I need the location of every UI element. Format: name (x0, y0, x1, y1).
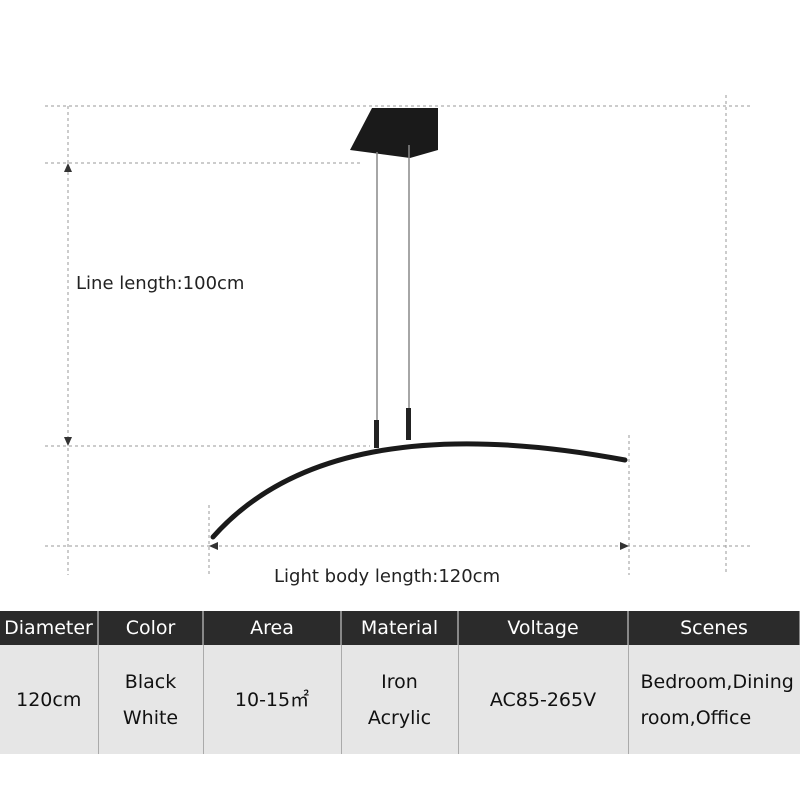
spec-table: Diameter Color Area Material Voltage Sce… (0, 611, 800, 754)
wire-clamp-left (374, 420, 379, 448)
ceiling-canopy (350, 108, 438, 158)
value-color: Black White (98, 645, 204, 754)
value-area: 10-15㎡ (203, 645, 342, 754)
header-scenes: Scenes (628, 611, 800, 645)
header-color: Color (98, 611, 204, 645)
line-length-label: Line length:100cm (76, 273, 245, 294)
arrow-up-icon (64, 163, 72, 172)
spec-value-row: 120cm Black White 10-15㎡ Iron Acrylic AC… (0, 645, 800, 754)
header-material: Material (341, 611, 459, 645)
value-material: Iron Acrylic (341, 645, 459, 754)
header-diameter: Diameter (0, 611, 99, 645)
body-length-label: Light body length:120cm (274, 566, 501, 587)
spec-header-row: Diameter Color Area Material Voltage Sce… (0, 611, 800, 645)
arrow-down-icon (64, 437, 72, 446)
header-voltage: Voltage (458, 611, 629, 645)
lamp-dimension-drawing (45, 95, 750, 575)
value-voltage: AC85-265V (458, 645, 629, 754)
arrow-left-icon (209, 542, 218, 550)
arrow-right-icon (620, 542, 629, 550)
value-scenes: Bedroom,Dining room,Office (628, 645, 800, 754)
header-area: Area (203, 611, 342, 645)
arc-light-body (210, 441, 628, 540)
wire-clamp-right (406, 408, 411, 440)
value-diameter: 120cm (0, 645, 99, 754)
